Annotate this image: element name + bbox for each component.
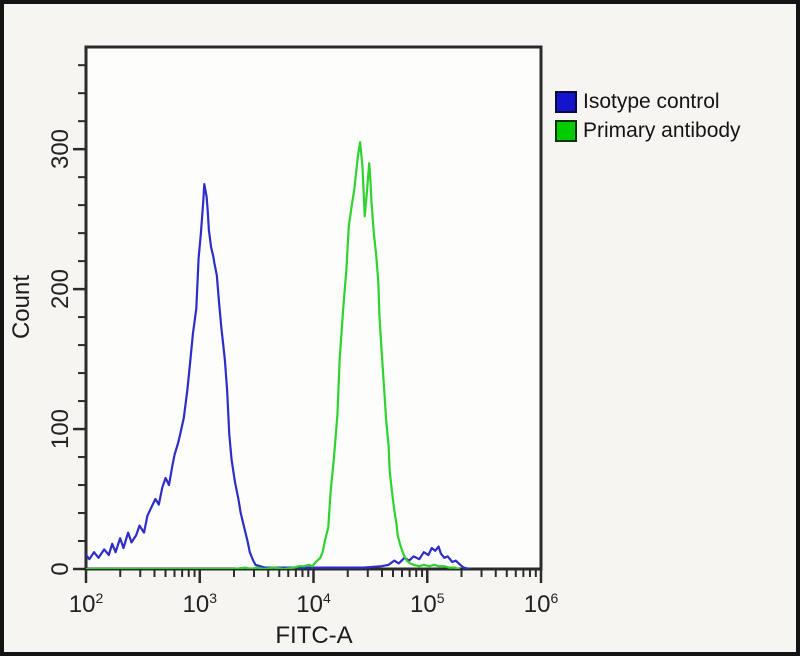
legend-item-isotype-control: Isotype control xyxy=(555,90,741,114)
y-tick-label: 100 xyxy=(47,409,74,450)
x-tick-label: 103 xyxy=(182,590,218,618)
x-tick-label: 106 xyxy=(523,590,559,618)
legend-item-primary-antibody: Primary antibody xyxy=(555,119,741,143)
x-tick-label: 105 xyxy=(410,590,445,618)
y-tick-label: 0 xyxy=(47,562,74,576)
x-tick-label: 102 xyxy=(68,590,104,618)
y-tick-label: 300 xyxy=(47,129,74,170)
legend-label: Isotype control xyxy=(583,90,720,113)
series-primary-antibody xyxy=(86,141,461,569)
plot-area xyxy=(73,45,543,583)
series-isotype-control xyxy=(86,183,471,569)
legend: Isotype control Primary antibody xyxy=(555,90,741,148)
y-axis-title: Count xyxy=(8,274,35,340)
y-tick-label: 200 xyxy=(47,269,74,310)
legend-swatch-green xyxy=(555,120,577,142)
legend-swatch-blue xyxy=(555,91,577,113)
x-axis-title: FITC-A xyxy=(275,622,353,649)
legend-label: Primary antibody xyxy=(583,119,741,142)
x-tick-label: 104 xyxy=(296,590,331,618)
